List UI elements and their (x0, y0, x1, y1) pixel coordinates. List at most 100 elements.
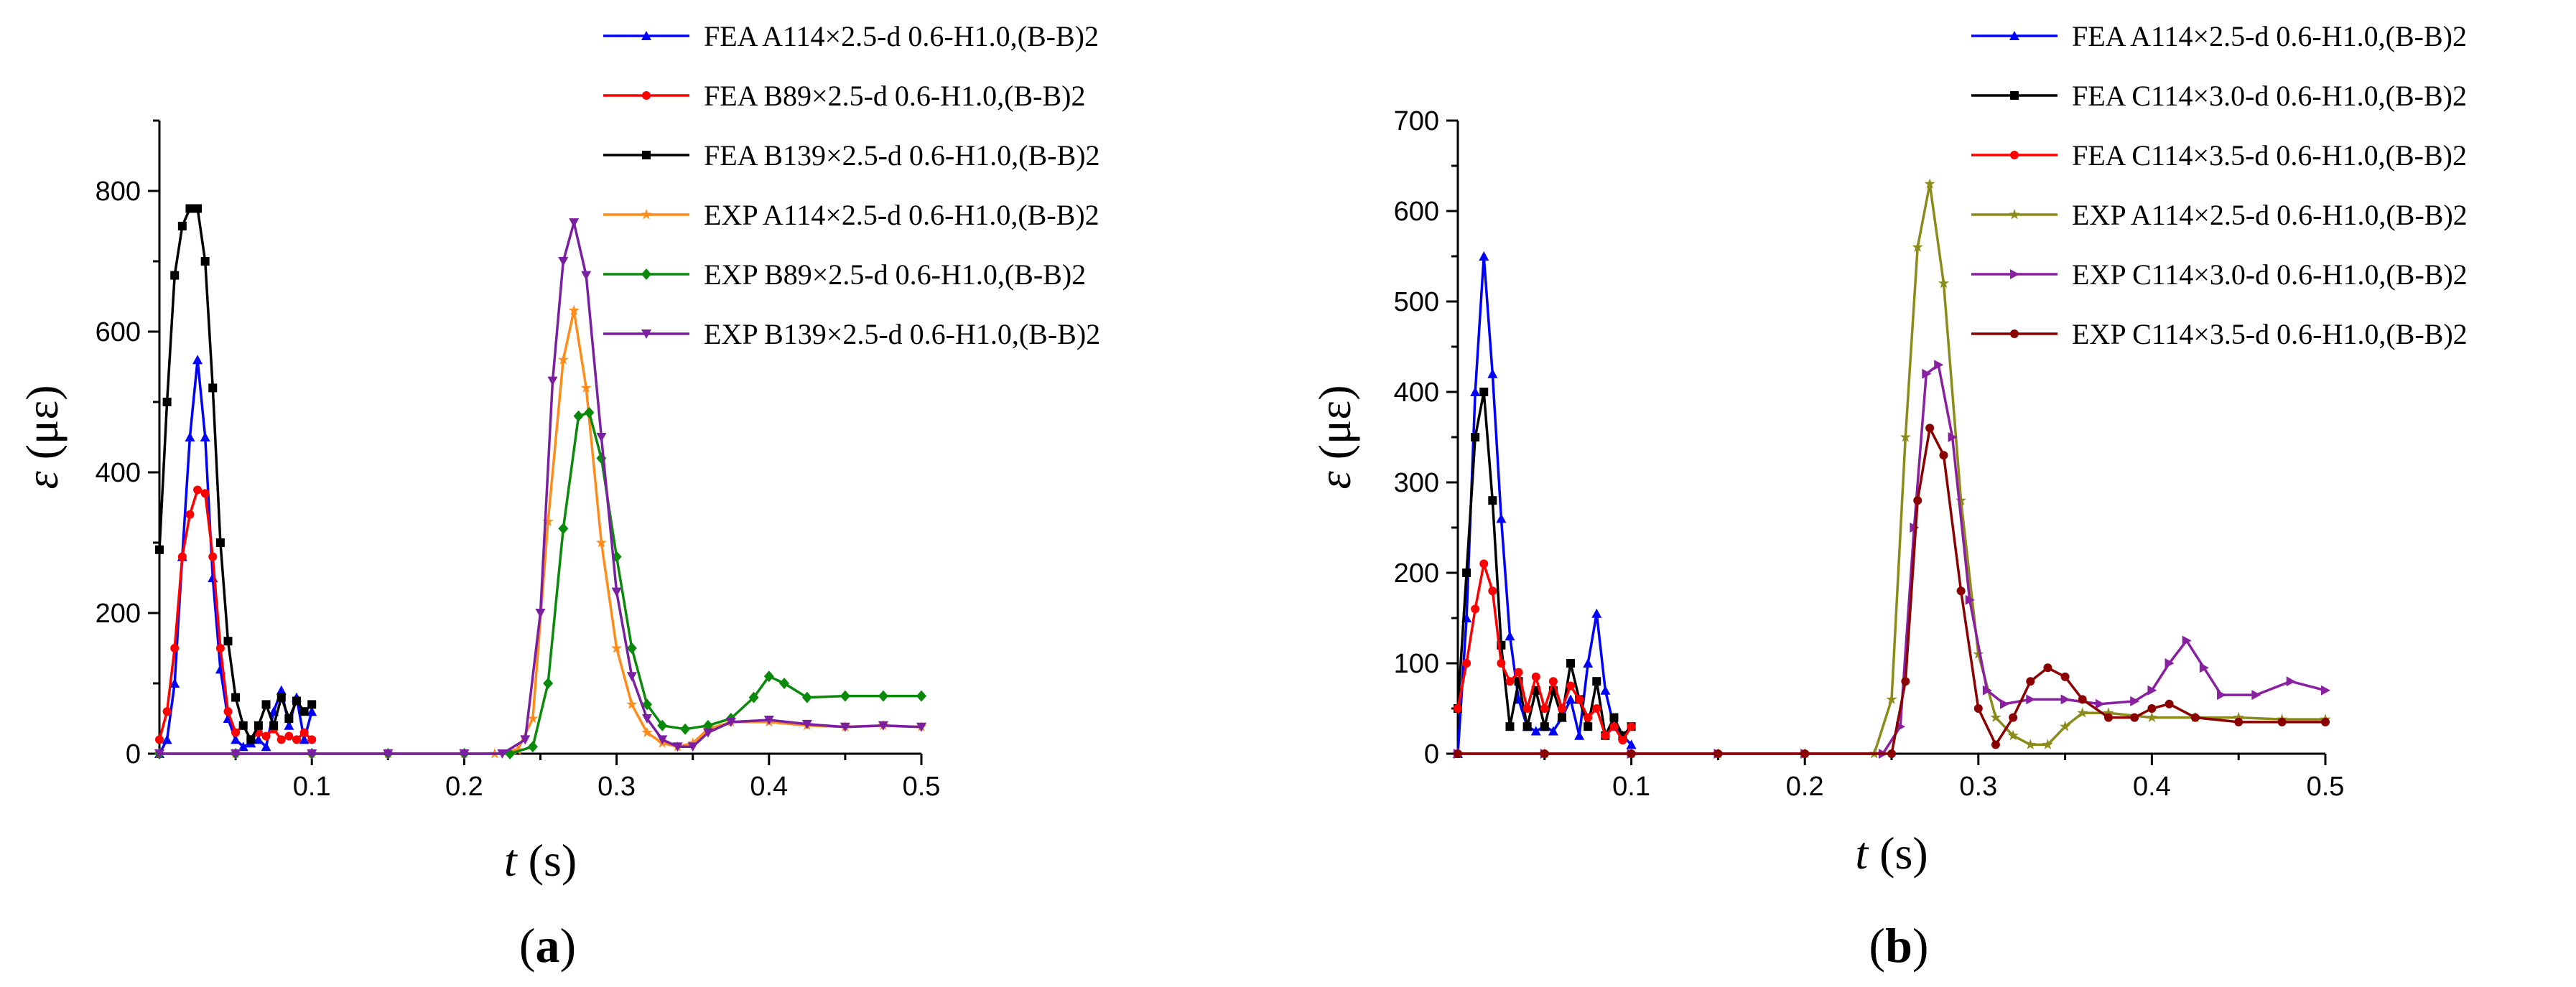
series-4 (154, 304, 927, 759)
data-point (1566, 694, 1576, 704)
legend-label: EXP C114×3.5-d 0.6-H1.0,(B-B)2 (2072, 318, 2468, 350)
data-point (2199, 663, 2209, 673)
x-axis-unit: (s) (1868, 828, 1928, 879)
data-point (177, 552, 187, 561)
data-point (292, 735, 301, 744)
data-point (2060, 721, 2071, 731)
data-point (2000, 698, 2010, 709)
data-point (1592, 704, 1601, 713)
x-tick-label: 0.3 (597, 772, 636, 802)
data-point (1513, 694, 1524, 704)
y-axis-title: ε (με) (1309, 385, 1360, 489)
data-point (276, 693, 286, 702)
data-point (1973, 704, 1983, 713)
data-point (687, 742, 698, 752)
data-point (657, 735, 668, 745)
data-point (558, 523, 569, 535)
y-axis-variable: ε (17, 471, 68, 490)
legend-swatch-marker (2010, 329, 2019, 338)
data-point (596, 433, 607, 442)
data-point (284, 720, 294, 730)
data-point (1530, 726, 1541, 736)
data-point (208, 573, 218, 582)
data-point (2026, 694, 2036, 705)
data-point (155, 735, 164, 744)
data-point (1956, 495, 1967, 505)
y-tick-label: 700 (1394, 106, 1439, 136)
data-point (1470, 387, 1481, 396)
data-point (1462, 659, 1471, 668)
data-point (2103, 707, 2114, 718)
data-point (1548, 726, 1558, 736)
data-point (626, 642, 637, 654)
data-point (162, 398, 172, 406)
legend-swatch-marker (2009, 209, 2020, 220)
data-point (383, 749, 394, 759)
data-point (1487, 368, 1498, 378)
data-point (1922, 368, 1932, 379)
data-point (193, 485, 203, 495)
data-point (1925, 424, 1935, 433)
x-axis-title: t (s) (1855, 828, 1928, 879)
data-point (543, 678, 554, 689)
data-point (1627, 722, 1636, 731)
data-point (185, 510, 195, 519)
x-axis-title: t (s) (504, 835, 577, 886)
data-point (1505, 631, 1515, 641)
data-point (261, 742, 271, 752)
data-point (1900, 431, 1911, 442)
x-axis-variable: t (1855, 828, 1869, 879)
data-point (1471, 604, 1480, 614)
data-point (1584, 713, 1593, 722)
data-point (1566, 681, 1576, 691)
data-point (1454, 704, 1462, 713)
data-point (1479, 559, 1489, 569)
data-point (1800, 749, 1810, 758)
data-point (641, 726, 653, 738)
data-point (527, 741, 538, 753)
data-point (231, 734, 241, 744)
y-axis-variable: ε (1309, 471, 1360, 490)
data-point (1557, 713, 1566, 722)
y-tick-label: 0 (1424, 739, 1439, 770)
data-point (1973, 648, 1984, 659)
data-point (2009, 713, 2018, 722)
data-point (2234, 717, 2243, 726)
legend-swatch-marker (642, 151, 651, 159)
data-point (2078, 695, 2087, 704)
legend-item: FEA B139×2.5-d 0.6-H1.0,(B-B)2 (603, 139, 1099, 172)
legend-label: FEA A114×2.5-d 0.6-H1.0,(B-B)2 (2072, 20, 2467, 52)
data-point (2182, 635, 2192, 646)
data-point (840, 690, 850, 702)
data-point (215, 538, 225, 547)
data-point (2026, 677, 2035, 686)
data-point (459, 749, 470, 759)
data-point (1496, 513, 1507, 523)
legend-swatch-marker (641, 209, 652, 220)
data-point (763, 670, 774, 683)
data-point (547, 376, 558, 386)
data-point (1913, 496, 1922, 505)
panel-paren-open: ( (1869, 918, 1885, 973)
data-point (2147, 685, 2157, 696)
data-point (1540, 704, 1549, 713)
data-point (1583, 658, 1594, 668)
data-point (1548, 677, 1558, 686)
data-point (307, 700, 317, 709)
data-point (680, 723, 691, 735)
data-point (246, 735, 256, 744)
data-point (2147, 704, 2157, 713)
series-line-6 (1458, 426, 2325, 755)
legend-swatch-marker (641, 268, 651, 280)
data-point (1627, 749, 1636, 758)
data-point (231, 749, 241, 759)
series-line-1 (1456, 255, 1632, 754)
panel-paren-open: ( (519, 918, 536, 973)
data-point (1600, 685, 1611, 695)
data-point (1982, 685, 1992, 696)
data-point (193, 204, 203, 213)
data-point (231, 728, 241, 737)
data-point (512, 744, 524, 755)
data-point (1965, 594, 1975, 605)
data-point (2042, 739, 2053, 749)
